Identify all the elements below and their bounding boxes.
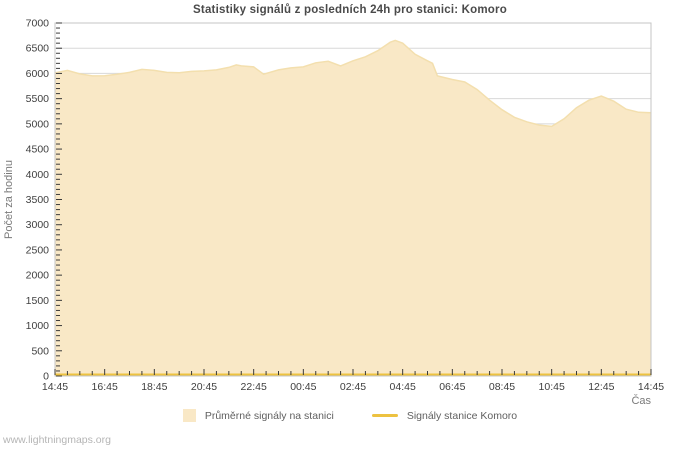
legend-label-station-signals: Signály stanice Komoro	[406, 409, 518, 422]
x-tick-label-0: 14:45	[42, 381, 68, 393]
x-tick-label-8: 06:45	[439, 381, 465, 393]
x-tick-label-9: 08:45	[489, 381, 515, 393]
legend-item-station-signals: Signály stanice Komoro	[371, 409, 518, 422]
y-axis-label: Počet za hodinu	[3, 160, 15, 239]
chart-title: Statistiky signálů z posledních 24h pro …	[193, 4, 507, 16]
y-tick-label-1500: 1500	[26, 295, 50, 307]
legend-label-average-signals: Průměrné signály na stanici	[204, 409, 334, 422]
x-tick-label-1: 16:45	[92, 381, 118, 393]
y-tick-label-7000: 7000	[26, 18, 50, 30]
y-tick-label-5500: 5500	[26, 93, 50, 105]
x-tick-label-2: 18:45	[141, 381, 167, 393]
signal-statistics-area-chart: 0 500 1000 1500 2000 2500 3000 3500 4000 4500 5000…	[3, 18, 664, 406]
x-tick-label-11: 12:45	[588, 381, 614, 393]
y-tick-label-500: 500	[31, 345, 49, 357]
x-axis-label: Čas	[631, 394, 651, 405]
area-fill-swatch-icon	[182, 409, 196, 422]
y-tick-label-2500: 2500	[26, 244, 50, 256]
area-series-edge	[54, 39, 652, 128]
y-tick-label-6000: 6000	[26, 68, 50, 80]
x-tick-label-3: 20:45	[191, 381, 217, 393]
y-tick-label-4500: 4500	[26, 144, 50, 156]
line-swatch-icon	[371, 414, 398, 417]
x-tick-label-6: 02:45	[340, 381, 366, 393]
y-tick-label-2000: 2000	[26, 270, 50, 282]
x-tick-label-10: 10:45	[539, 381, 565, 393]
y-tick-label-5000: 5000	[26, 118, 50, 130]
x-tick-label-4: 22:45	[241, 381, 267, 393]
y-tick-label-3500: 3500	[26, 194, 50, 206]
chart-legend: Průměrné signály na stanici Signály stan…	[0, 409, 700, 422]
plot-border	[54, 22, 652, 377]
y-tick-label-6500: 6500	[26, 43, 50, 55]
x-tick-label-12: 14:45	[638, 381, 664, 393]
legend-item-average-signals: Průměrné signály na stanici	[182, 409, 334, 422]
y-tick-label-1000: 1000	[26, 320, 50, 332]
y-tick-label-3000: 3000	[26, 219, 50, 231]
x-tick-label-7: 04:45	[390, 381, 416, 393]
x-tick-label-5: 00:45	[290, 381, 316, 393]
y-tick-label-0: 0	[43, 371, 49, 383]
watermark-link[interactable]: www.lightningmaps.org	[3, 434, 111, 446]
area-series-average-signals	[55, 40, 651, 377]
y-tick-label-4000: 4000	[26, 169, 50, 181]
